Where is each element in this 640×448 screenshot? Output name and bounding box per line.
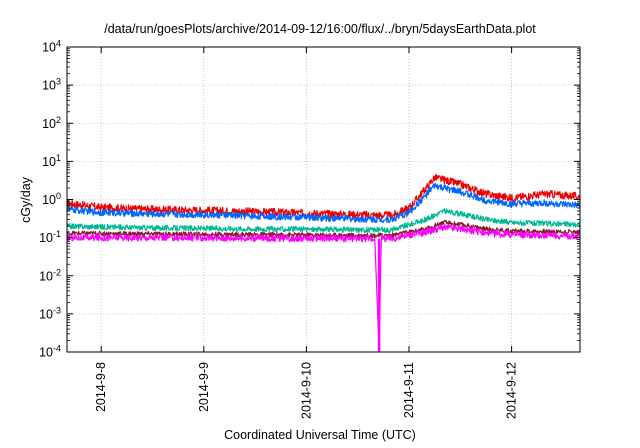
series-line-2 <box>66 208 581 234</box>
y-axis-label: cGy/day <box>19 176 33 223</box>
x-tick-label: 2014-9-10 <box>299 362 313 419</box>
y-tick-label: 102 <box>42 115 61 131</box>
y-tick-label: 10-3 <box>39 305 61 321</box>
series-line-1 <box>66 182 581 224</box>
x-tick-label: 2014-9-9 <box>197 362 211 412</box>
series-lines <box>66 173 581 352</box>
y-tick-label: 101 <box>42 153 61 169</box>
y-tick-label: 103 <box>42 77 61 93</box>
series-line-0 <box>66 173 581 220</box>
y-tick-label: 104 <box>42 39 61 55</box>
y-axis-ticks: 10-4 10-3 10-2 10-1 100 101 102 103 104 <box>39 39 580 360</box>
x-axis-ticks: 2014-9-8 2014-9-9 2014-9-10 2014-9-11 2014-9… <box>94 47 519 419</box>
y-tick-label: 10-1 <box>39 229 61 245</box>
x-tick-label: 2014-9-11 <box>402 362 416 418</box>
y-tick-label: 10-2 <box>39 267 61 283</box>
y-tick-label: 10-4 <box>39 344 61 360</box>
x-tick-label: 2014-9-12 <box>505 362 519 419</box>
x-axis-label: Coordinated Universal Time (UTC) <box>224 428 416 442</box>
y-tick-label: 100 <box>42 191 61 207</box>
series-line-4 <box>66 223 581 351</box>
x-tick-label: 2014-9-8 <box>94 362 108 412</box>
chart-title: /data/run/goesPlots/archive/2014-09-12/1… <box>104 22 536 36</box>
